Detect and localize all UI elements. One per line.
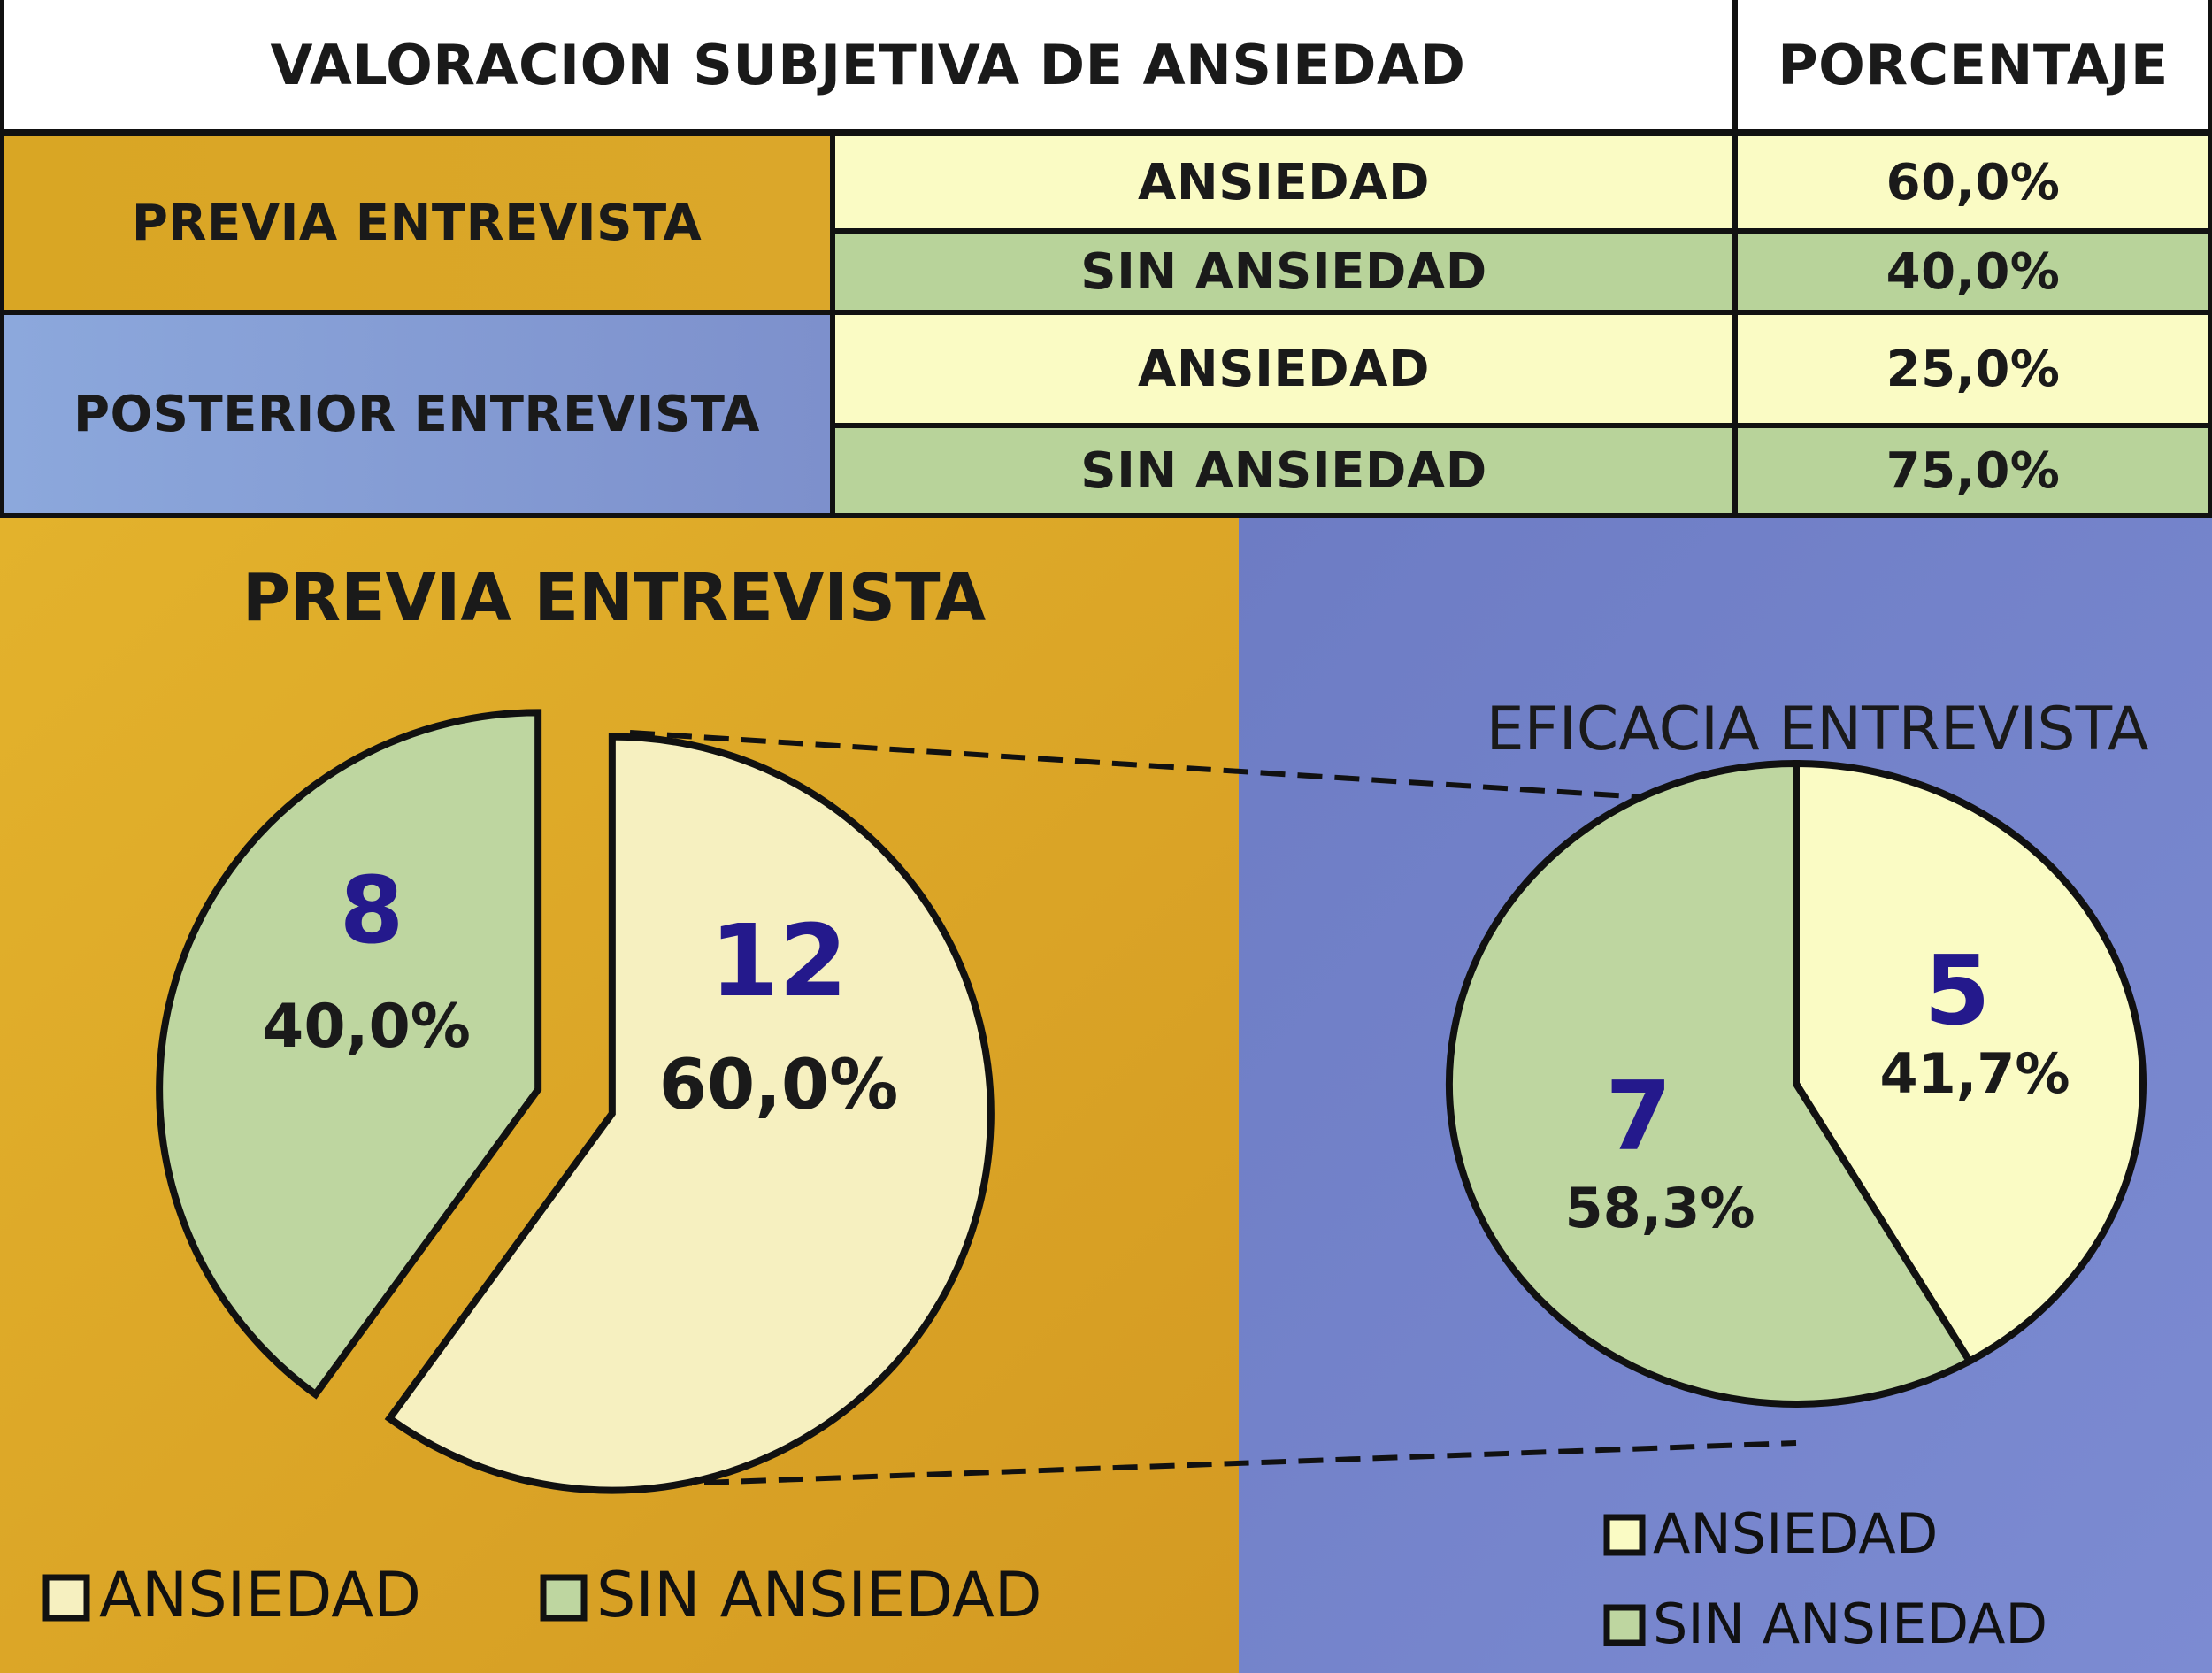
pie2-percent-sin-ansiedad: 58,3% [1564, 1176, 1755, 1240]
legend-label-sin-ansiedad: SIN ANSIEDAD [1653, 1592, 2047, 1656]
pie2-slice-ansiedad [1793, 759, 2147, 1366]
chart1-legend: ANSIEDAD SIN ANSIEDAD [42, 1559, 1042, 1631]
row-label: SIN ANSIEDAD [835, 234, 1732, 310]
connector-line-top [629, 730, 1797, 810]
pie2-slice-sin-ansiedad [1446, 759, 1975, 1408]
chart2-legend: ANSIEDAD SIN ANSIEDAD [1603, 1501, 2047, 1656]
legend-swatch-ansiedad [1603, 1514, 1646, 1556]
row-value: 75,0% [1738, 428, 2208, 513]
legend-swatch-sin-ansiedad [540, 1574, 588, 1622]
row-label: SIN ANSIEDAD [835, 428, 1732, 513]
row-value: 25,0% [1738, 315, 2208, 423]
group-label-previa: PREVIA ENTREVISTA [4, 136, 830, 310]
pie-charts-panel: PREVIA ENTREVISTA 12 60,0% 8 40,0% ANSIE… [0, 518, 2212, 1673]
legend-swatch-sin-ansiedad [1603, 1604, 1646, 1646]
row-label: ANSIEDAD [835, 315, 1732, 423]
legend-label-ansiedad: ANSIEDAD [99, 1559, 421, 1631]
table-header-percentage: PORCENTAJE [1738, 0, 2208, 129]
table-header-title: VALORACION SUBJETIVA DE ANSIEDAD [4, 0, 1732, 129]
pie1-percent-ansiedad: 60,0% [659, 1046, 899, 1125]
row-label: ANSIEDAD [835, 136, 1732, 228]
chart1-title: PREVIA ENTREVISTA [242, 560, 986, 636]
row-value: 40,0% [1738, 234, 2208, 310]
row-value: 60,0% [1738, 136, 2208, 228]
connector-line-bottom [629, 1440, 1797, 1488]
chart2-title: EFICACIA ENTREVISTA [1486, 695, 2149, 764]
summary-table: VALORACION SUBJETIVA DE ANSIEDAD PORCENT… [0, 0, 2212, 518]
legend-label-sin-ansiedad: SIN ANSIEDAD [596, 1559, 1042, 1631]
pie2-value-ansiedad: 5 [1924, 936, 1990, 1047]
pie2-percent-ansiedad: 41,7% [1879, 1041, 2070, 1106]
pie1-slice-ansiedad [384, 733, 995, 1494]
pie1-slice-sin-ansiedad [156, 709, 542, 1400]
legend-swatch-ansiedad [42, 1574, 90, 1622]
legend-label-ansiedad: ANSIEDAD [1653, 1501, 1938, 1566]
group-label-posterior: POSTERIOR ENTREVISTA [4, 315, 830, 513]
pie1-value-sin-ansiedad: 8 [340, 856, 403, 964]
pie1-value-ansiedad: 12 [710, 904, 848, 1019]
pie1-percent-sin-ansiedad: 40,0% [262, 992, 471, 1062]
pie2-value-sin-ansiedad: 7 [1605, 1062, 1671, 1172]
